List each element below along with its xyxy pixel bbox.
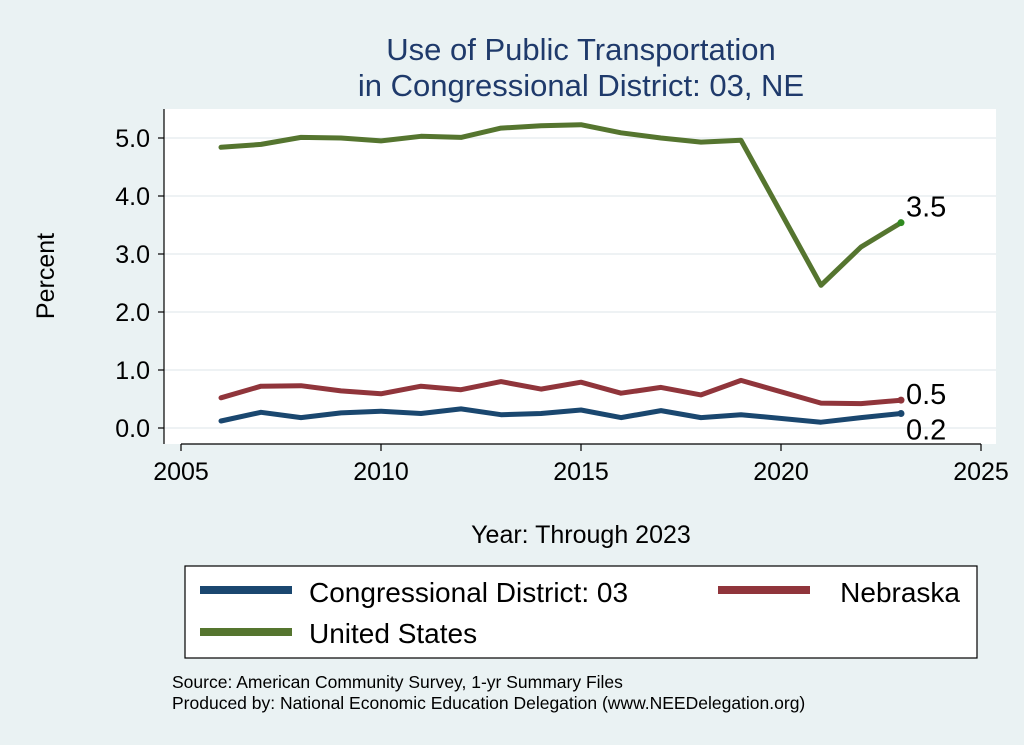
- series-end-label: 0.2: [906, 415, 946, 447]
- source-line-2: Produced by: National Economic Education…: [172, 693, 805, 713]
- source-line-1: Source: American Community Survey, 1-yr …: [172, 672, 623, 692]
- series-end-label: 0.5: [906, 379, 946, 411]
- y-tick-label: 0.0: [115, 415, 150, 443]
- legend-box: [184, 565, 978, 659]
- y-tick-label: 4.0: [115, 183, 150, 211]
- x-axis-title: Year: Through 2023: [471, 521, 691, 549]
- series-end-point: [897, 410, 905, 417]
- legend-label: Congressional District: 03: [309, 577, 628, 608]
- x-tick-label: 2015: [553, 458, 609, 486]
- y-axis-title: Percent: [32, 233, 60, 319]
- axes: 0.0 1.0 2.0 3.0 4.0 5.0 2005 2010 2015 2020 2025: [115, 109, 1009, 486]
- end-labels: 0.2 0.5 3.5: [897, 192, 946, 447]
- series-lines: [218, 122, 904, 425]
- y-tick-label: 5.0: [115, 125, 150, 153]
- x-tick-label: 2010: [353, 458, 409, 486]
- series-end-point: [897, 396, 905, 404]
- legend: Congressional District: 03 Nebraska United…: [184, 565, 978, 659]
- legend-label: Nebraska: [840, 577, 960, 608]
- chart-title-line-2: in Congressional District: 03, NE: [358, 68, 804, 103]
- series-end-label: 3.5: [906, 192, 946, 224]
- series-line-nebraska: [218, 377, 904, 407]
- gridlines: [164, 137, 996, 429]
- legend-label: United States: [309, 618, 477, 649]
- y-tick-label: 2.0: [115, 299, 150, 327]
- series-line-congressional-district-03: [218, 406, 904, 425]
- x-tick-label: 2005: [153, 458, 209, 486]
- plot-area: [164, 109, 996, 444]
- x-tick-label: 2020: [753, 458, 809, 486]
- x-tick-label: 2025: [953, 458, 1009, 486]
- chart-title-line-1: Use of Public Transportation: [386, 32, 775, 67]
- series-end-point: [897, 219, 905, 227]
- y-tick-label: 3.0: [115, 241, 150, 269]
- series-line-united-states: [218, 122, 904, 288]
- y-tick-label: 1.0: [115, 357, 150, 385]
